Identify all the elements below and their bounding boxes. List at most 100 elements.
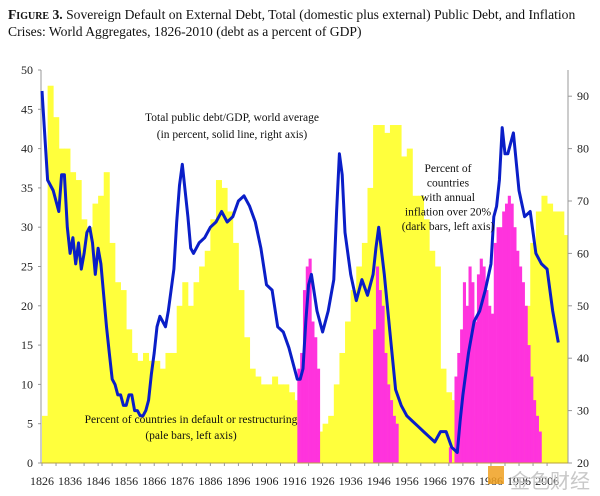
figure-title: Sovereign Default on External Debt, Tota… xyxy=(8,7,576,39)
inflation-bar xyxy=(316,368,321,463)
left-axis-tick-label: 50 xyxy=(21,63,33,77)
inflation-annotation-line: Percent of xyxy=(425,163,472,175)
inflation-bar xyxy=(482,266,486,463)
default-bar xyxy=(92,203,99,463)
inflation-bar xyxy=(507,195,511,463)
default-bar xyxy=(215,180,222,464)
x-axis-tick-label: 1866 xyxy=(142,474,166,488)
default-bar xyxy=(260,384,267,463)
default-bar xyxy=(418,195,425,463)
inflation-annotation-line: with annual xyxy=(421,192,475,204)
default-bar xyxy=(328,415,335,463)
inflation-bar xyxy=(373,329,377,463)
default-bar xyxy=(255,376,262,463)
default-annotation-line: (pale bars, left axis) xyxy=(145,430,236,442)
default-bar xyxy=(64,148,71,463)
default-bar xyxy=(137,360,144,463)
default-bar xyxy=(148,360,155,463)
default-bar xyxy=(277,384,284,463)
default-bar xyxy=(120,290,127,463)
right-axis-tick-label: 20 xyxy=(577,456,589,470)
inflation-bar xyxy=(474,321,478,463)
default-bar xyxy=(541,195,548,463)
watermark-logo-icon xyxy=(488,466,504,484)
inflation-bar xyxy=(530,376,534,463)
inflation-bar xyxy=(538,431,542,463)
default-bar xyxy=(171,352,178,463)
inflation-bar xyxy=(468,266,472,463)
inflation-bar xyxy=(524,305,528,463)
figure-caption: Figure 3. Sovereign Default on External … xyxy=(8,6,593,40)
default-bar xyxy=(249,368,256,463)
x-axis-tick-label: 2006 xyxy=(535,474,559,488)
inflation-bar xyxy=(516,250,520,463)
default-bar xyxy=(558,211,565,463)
inflation-bar xyxy=(465,305,469,463)
default-bar xyxy=(221,187,228,463)
default-bar xyxy=(70,172,77,463)
inflation-bar xyxy=(513,227,517,463)
left-axis-tick-label: 20 xyxy=(21,299,33,313)
x-axis-tick-label: 1836 xyxy=(58,474,82,488)
inflation-bar xyxy=(533,400,537,463)
inflation-bar xyxy=(395,423,399,463)
inflation-annotation-line: (dark bars, left axis) xyxy=(402,221,495,233)
inflation-bar xyxy=(479,258,483,463)
default-bar xyxy=(333,384,340,463)
x-axis-tick-label: 1826 xyxy=(30,474,54,488)
inflation-bar xyxy=(378,290,382,463)
x-axis-tick-label: 1856 xyxy=(114,474,138,488)
inflation-bar xyxy=(457,352,461,463)
inflation-bar xyxy=(302,290,307,463)
default-bar xyxy=(75,180,82,464)
inflation-bar xyxy=(485,290,489,463)
default-bar xyxy=(429,250,436,463)
default-bar xyxy=(552,211,559,463)
inflation-bar xyxy=(510,203,514,463)
inflation-bar xyxy=(454,376,458,463)
default-bar xyxy=(266,384,273,463)
default-bar xyxy=(86,227,93,463)
x-axis-tick-label: 1966 xyxy=(423,474,447,488)
default-bar xyxy=(434,266,441,463)
default-bar xyxy=(412,195,419,463)
left-axis-tick-label: 5 xyxy=(27,417,33,431)
default-bar xyxy=(367,187,374,463)
x-axis-tick-label: 1916 xyxy=(283,474,307,488)
default-bar xyxy=(322,423,329,463)
default-bar xyxy=(395,125,402,464)
inflation-bar xyxy=(305,266,309,463)
watermark-text: 金色财经 xyxy=(510,469,590,493)
left-axis-tick-label: 45 xyxy=(21,102,33,116)
left-axis-tick-label: 0 xyxy=(27,456,33,470)
left-axis-tick-label: 35 xyxy=(21,181,33,195)
default-bar xyxy=(109,242,116,463)
default-bar xyxy=(283,384,290,463)
default-bar xyxy=(199,266,206,463)
x-axis-tick-label: 1976 xyxy=(451,474,475,488)
default-bar xyxy=(53,117,60,463)
right-axis-tick-label: 70 xyxy=(577,194,589,208)
inflation-bar xyxy=(389,400,394,463)
inflation-bar xyxy=(448,447,452,463)
debt-line-series xyxy=(40,90,560,454)
x-axis-tick-label: 1996 xyxy=(507,474,531,488)
x-axis-tick-label: 1936 xyxy=(339,474,363,488)
inflation-bar xyxy=(300,352,304,463)
x-axis-tick-label: 1926 xyxy=(311,474,335,488)
inflation-bar xyxy=(297,368,301,463)
right-axis-tick-label: 50 xyxy=(577,299,589,313)
annotations: Total public debt/GDP, world average (in … xyxy=(85,112,590,493)
inflation-annotation-line: inflation over 20% xyxy=(405,207,492,219)
x-axis-tick-label: 1846 xyxy=(86,474,110,488)
inflation-bar xyxy=(471,282,475,463)
default-bar xyxy=(227,211,234,463)
default-bar xyxy=(98,195,105,463)
x-axis-tick-label: 1906 xyxy=(254,474,278,488)
default-bar xyxy=(272,376,279,463)
inflation-bar xyxy=(499,227,503,463)
default-bar xyxy=(446,392,453,463)
right-axis-tick-label: 90 xyxy=(577,89,589,103)
inflation-bars-series xyxy=(297,195,542,463)
